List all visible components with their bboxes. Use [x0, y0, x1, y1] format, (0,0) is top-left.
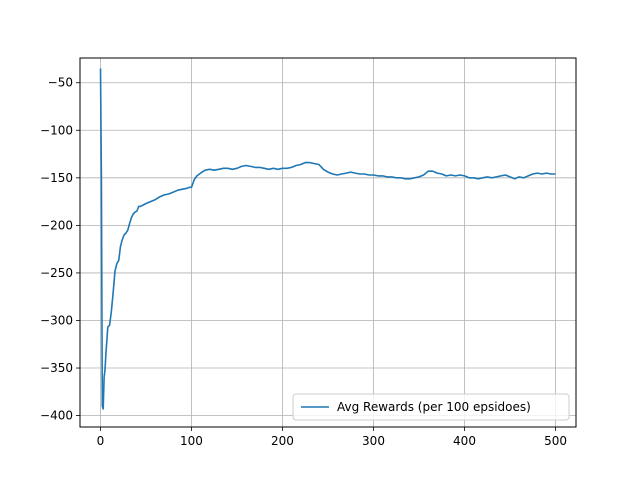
- y-tick-label: −250: [40, 266, 73, 280]
- legend-label: Avg Rewards (per 100 epsidoes): [337, 400, 531, 414]
- y-tick-label: −50: [48, 76, 73, 90]
- x-tick-label: 100: [180, 434, 203, 448]
- x-tick-label: 300: [362, 434, 385, 448]
- series-line: [99, 68, 556, 410]
- x-axis-ticks: 0 100 200 300 400 500: [97, 427, 567, 448]
- x-tick-label: 400: [453, 434, 476, 448]
- legend: Avg Rewards (per 100 epsidoes): [292, 393, 570, 421]
- y-tick-label: −300: [40, 313, 73, 327]
- y-tick-label: −350: [40, 361, 73, 375]
- series-lines: [99, 68, 556, 410]
- y-axis-ticks: −50 −100 −150 −200 −250 −300 −350 −400: [40, 76, 80, 423]
- x-tick-label: 500: [544, 434, 567, 448]
- x-tick-label: 200: [271, 434, 294, 448]
- y-tick-label: −400: [40, 409, 73, 423]
- legend-box: [292, 393, 570, 421]
- x-tick-label: 0: [97, 434, 105, 448]
- y-tick-label: −100: [40, 123, 73, 137]
- y-tick-label: −200: [40, 218, 73, 232]
- y-tick-label: −150: [40, 171, 73, 185]
- plot-frame: [79, 57, 577, 428]
